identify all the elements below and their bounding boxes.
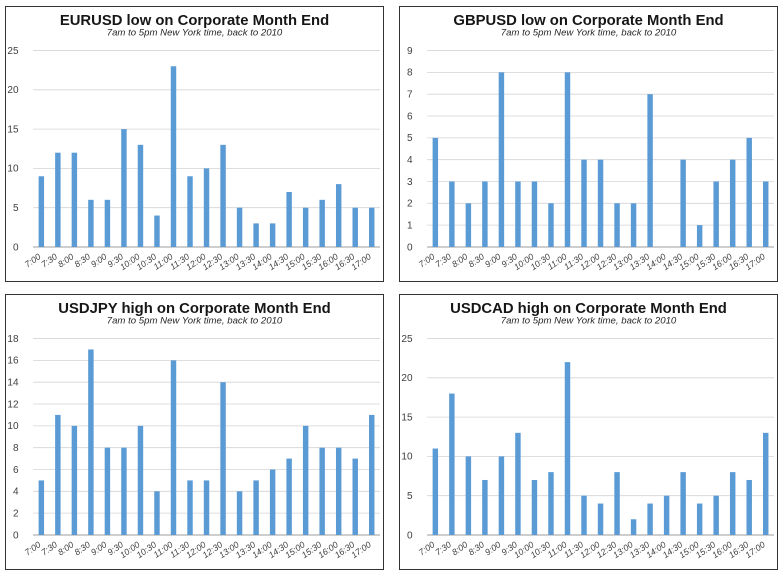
svg-text:3: 3 <box>407 177 413 188</box>
svg-text:10: 10 <box>7 421 19 432</box>
svg-text:5: 5 <box>13 203 19 214</box>
svg-text:0: 0 <box>407 242 413 253</box>
svg-text:2: 2 <box>13 508 19 519</box>
svg-text:0: 0 <box>13 242 19 253</box>
svg-text:16: 16 <box>7 356 19 367</box>
svg-text:15: 15 <box>7 124 19 135</box>
svg-text:7am to 5pm New York time, back: 7am to 5pm New York time, back to 2010 <box>107 28 283 39</box>
svg-text:17:00: 17:00 <box>349 251 373 272</box>
svg-text:7am to 5pm New York time, back: 7am to 5pm New York time, back to 2010 <box>501 316 677 327</box>
svg-text:10: 10 <box>7 164 19 175</box>
svg-text:0: 0 <box>407 530 413 541</box>
svg-text:15: 15 <box>401 412 413 423</box>
svg-text:9: 9 <box>407 46 413 57</box>
svg-text:17:00: 17:00 <box>743 539 767 560</box>
svg-text:7am to 5pm New York time, back: 7am to 5pm New York time, back to 2010 <box>501 28 677 39</box>
svg-text:5: 5 <box>407 491 413 502</box>
svg-text:1: 1 <box>407 220 413 231</box>
svg-text:7am to 5pm New York time, back: 7am to 5pm New York time, back to 2010 <box>107 316 283 327</box>
svg-text:4: 4 <box>407 155 413 166</box>
svg-text:17:00: 17:00 <box>349 539 373 560</box>
svg-text:8: 8 <box>13 443 19 454</box>
svg-text:25: 25 <box>401 334 413 345</box>
svg-text:20: 20 <box>7 85 19 96</box>
svg-text:4: 4 <box>13 487 19 498</box>
svg-text:7: 7 <box>407 90 413 101</box>
svg-text:20: 20 <box>401 373 413 384</box>
svg-text:25: 25 <box>7 46 19 57</box>
svg-text:8: 8 <box>407 68 413 79</box>
svg-text:12: 12 <box>7 399 19 410</box>
svg-text:14: 14 <box>7 378 19 389</box>
svg-text:2: 2 <box>407 199 413 210</box>
svg-text:6: 6 <box>13 465 19 476</box>
svg-text:17:00: 17:00 <box>743 251 767 272</box>
svg-text:5: 5 <box>407 133 413 144</box>
svg-text:0: 0 <box>13 530 19 541</box>
svg-text:18: 18 <box>7 334 19 345</box>
svg-text:6: 6 <box>407 111 413 122</box>
svg-text:10: 10 <box>401 452 413 463</box>
